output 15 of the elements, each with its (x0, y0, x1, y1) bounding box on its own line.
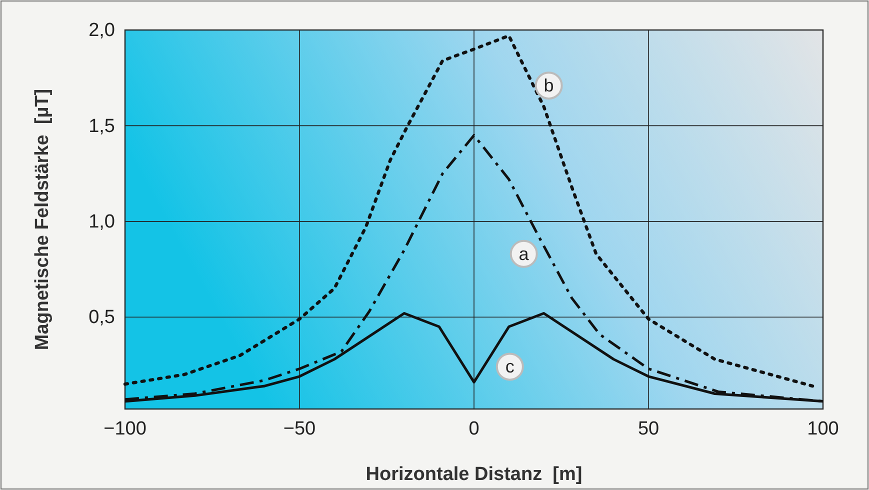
y-axis-title: Magnetische Feldstärke [µT] (32, 88, 53, 350)
x-tick-label: 50 (638, 418, 660, 440)
x-tick-label: 100 (807, 418, 839, 440)
y-tick-label: 1,5 (88, 116, 115, 137)
x-tick-label: −100 (104, 418, 146, 440)
y-tick-label: 2,0 (88, 20, 115, 42)
x-axis-title: Horizontale Distanz [m] (366, 464, 582, 485)
series-label: c (505, 356, 514, 377)
x-tick-label: −50 (283, 418, 316, 440)
series-label: a (518, 244, 530, 264)
x-tick-label: 0 (468, 418, 480, 440)
y-tick-label: 0,5 (88, 307, 115, 328)
line-series (123, 34, 814, 388)
series-label: b (544, 76, 554, 96)
y-tick-label: 1,0 (88, 211, 115, 232)
